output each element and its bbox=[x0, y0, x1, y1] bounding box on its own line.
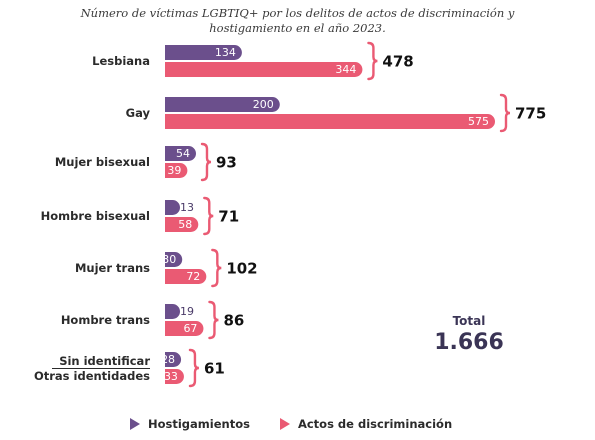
total-gay: 775 bbox=[515, 105, 546, 123]
bar-value-hostigamientos-hombre-trans: 19 bbox=[180, 305, 194, 318]
total-mujer-trans: 102 bbox=[226, 260, 257, 278]
category-label-hombre-bisexual: Hombre bisexual bbox=[41, 209, 150, 223]
bar-chart: Lesbiana 134 344 478 Gay 200 575 775 Mujer bisex… bbox=[34, 41, 546, 388]
bar-actos-de-discriminacion-gay bbox=[165, 114, 495, 129]
total-lesbiana: 478 bbox=[382, 53, 413, 71]
grand-total-label: Total bbox=[452, 314, 486, 328]
legend-item-hostigamientos: Hostigamientos bbox=[130, 417, 250, 431]
bar-actos-de-discriminacion-sin-identificar-otras-identidades bbox=[165, 369, 184, 384]
bar-value-hostigamientos-sin-identificar-otras-identidades: 28 bbox=[161, 353, 175, 366]
bar-actos-de-discriminacion-mujer-bisexual bbox=[165, 163, 188, 178]
category-label-hombre-trans: Hombre trans bbox=[61, 313, 150, 327]
chart-title-line-2: hostigamiento en el año 2023. bbox=[209, 21, 386, 35]
bar-hostigamientos-gay bbox=[165, 97, 280, 112]
brace-gay bbox=[499, 93, 511, 133]
category-label-sin-identificar-otras-identidades-line-1: Sin identificar bbox=[59, 354, 150, 368]
legend-label-hostigamientos: Hostigamientos bbox=[148, 417, 250, 431]
bar-value-hostigamientos-mujer-bisexual: 54 bbox=[176, 147, 190, 160]
brace-hombre-bisexual bbox=[203, 196, 214, 236]
brace-hombre-trans bbox=[208, 300, 219, 340]
bar-hostigamientos-lesbiana bbox=[165, 45, 242, 60]
total-sin-identificar-otras-identidades: 61 bbox=[204, 360, 225, 378]
brace-mujer-trans bbox=[211, 248, 222, 288]
bar-value-actos-de-discriminacion-mujer-bisexual: 39 bbox=[167, 164, 181, 177]
bar-actos-de-discriminacion-mujer-trans bbox=[165, 269, 207, 284]
bar-hostigamientos-mujer-bisexual bbox=[165, 146, 196, 161]
legend-marker-hostigamientos bbox=[130, 418, 140, 430]
category-label-mujer-trans: Mujer trans bbox=[75, 261, 150, 275]
chart-title-line-1: Número de víctimas LGBTIQ+ por los delit… bbox=[80, 6, 515, 20]
grand-total-value: 1.666 bbox=[434, 330, 504, 355]
bar-value-actos-de-discriminacion-sin-identificar-otras-identidades: 33 bbox=[164, 370, 178, 383]
bar-value-actos-de-discriminacion-mujer-trans: 72 bbox=[186, 270, 200, 283]
legend-marker-actos-discriminacion bbox=[279, 418, 290, 430]
bar-hostigamientos-hombre-bisexual bbox=[165, 200, 181, 215]
category-label-lesbiana: Lesbiana bbox=[92, 54, 150, 68]
bar-hostigamientos-sin-identificar-otras-identidades bbox=[165, 352, 182, 367]
legend-item-actos-discriminacion: Actos de discriminación bbox=[279, 417, 453, 431]
bar-value-actos-de-discriminacion-hombre-trans: 67 bbox=[183, 322, 197, 335]
bar-value-actos-de-discriminacion-lesbiana: 344 bbox=[335, 63, 356, 76]
brace-sin-identificar-otras-identidades bbox=[188, 348, 200, 388]
bar-value-hostigamientos-hombre-bisexual: 13 bbox=[180, 201, 194, 214]
bar-actos-de-discriminacion-hombre-bisexual bbox=[165, 217, 199, 232]
legend: Hostigamientos Actos de discriminación bbox=[130, 414, 452, 434]
bar-value-hostigamientos-gay: 200 bbox=[253, 98, 274, 111]
category-label-gay: Gay bbox=[126, 106, 151, 120]
total-hombre-bisexual: 71 bbox=[218, 208, 239, 226]
bar-actos-de-discriminacion-hombre-trans bbox=[165, 321, 204, 336]
bar-value-hostigamientos-lesbiana: 134 bbox=[215, 46, 236, 59]
category-label-sin-identificar-otras-identidades-line-2: Otras identidades bbox=[34, 369, 150, 383]
brace-mujer-bisexual bbox=[200, 142, 212, 182]
chart-title: Número de víctimas LGBTIQ+ por los delit… bbox=[40, 6, 555, 36]
category-label-mujer-bisexual: Mujer bisexual bbox=[55, 155, 150, 169]
total-mujer-bisexual: 93 bbox=[216, 154, 237, 172]
bar-value-hostigamientos-mujer-trans: 30 bbox=[162, 253, 176, 266]
legend-label-actos-discriminacion: Actos de discriminación bbox=[297, 417, 453, 431]
bar-actos-de-discriminacion-lesbiana bbox=[165, 62, 363, 77]
bar-hostigamientos-mujer-trans bbox=[165, 252, 183, 267]
bar-hostigamientos-hombre-trans bbox=[165, 304, 181, 319]
brace-lesbiana bbox=[367, 41, 378, 81]
bar-value-actos-de-discriminacion-hombre-bisexual: 58 bbox=[178, 218, 192, 231]
bar-value-actos-de-discriminacion-gay: 575 bbox=[468, 115, 489, 128]
total-hombre-trans: 86 bbox=[223, 312, 244, 330]
